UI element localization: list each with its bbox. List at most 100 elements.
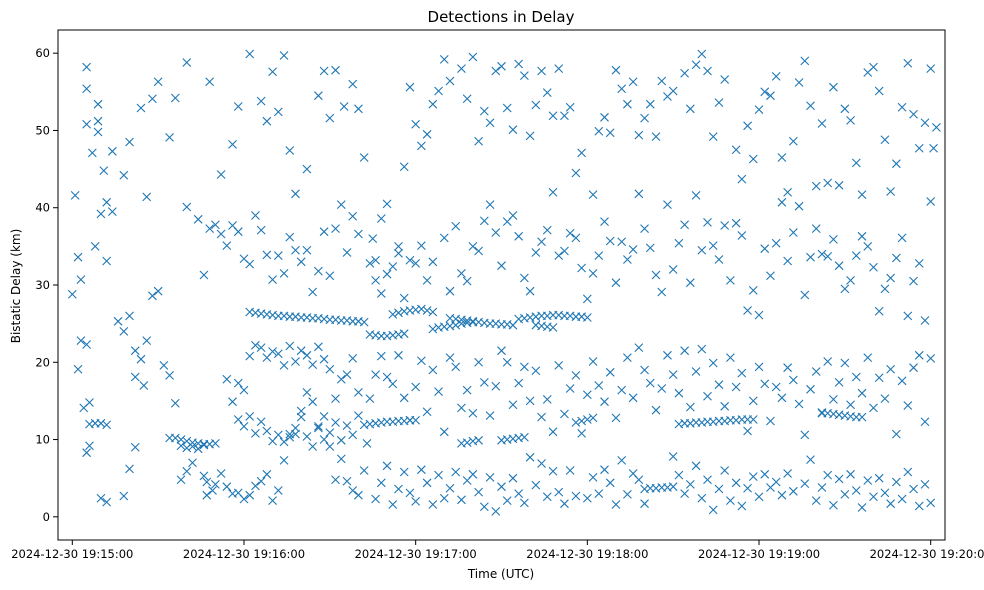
data-point-marker	[932, 122, 941, 132]
data-point-marker	[119, 170, 129, 180]
data-point-marker	[926, 354, 936, 363]
data-point-marker	[920, 479, 930, 489]
data-point-marker	[479, 377, 489, 387]
data-point-marker	[216, 170, 226, 179]
data-point-marker	[806, 252, 815, 262]
data-point-marker	[468, 469, 478, 479]
data-point-marker	[245, 259, 255, 269]
data-point-marker	[348, 354, 358, 363]
data-point-marker	[708, 505, 718, 515]
data-point-marker	[382, 199, 392, 209]
data-point-marker	[806, 455, 815, 465]
data-point-marker	[302, 388, 312, 397]
data-point-marker	[520, 432, 529, 442]
data-point-marker	[909, 276, 918, 286]
data-point-marker	[325, 113, 335, 123]
data-point-marker	[474, 136, 483, 146]
data-point-marker	[909, 363, 918, 373]
data-point-marker	[829, 82, 838, 92]
data-point-marker	[502, 103, 512, 113]
data-point-marker	[371, 494, 380, 504]
data-point-marker	[205, 224, 215, 233]
data-point-marker	[113, 316, 123, 326]
data-point-marker	[388, 379, 398, 389]
data-point-marker	[308, 360, 318, 369]
data-point-marker	[651, 405, 661, 415]
data-point-marker	[703, 218, 712, 227]
data-point-marker	[697, 245, 707, 255]
data-point-marker	[582, 493, 592, 503]
data-point-marker	[90, 241, 100, 251]
data-point-marker	[119, 491, 129, 501]
data-point-marker	[376, 289, 386, 298]
data-point-marker	[302, 432, 312, 441]
data-point-marker	[600, 397, 609, 407]
data-point-marker	[788, 375, 798, 385]
data-point-marker	[182, 202, 192, 212]
data-point-marker	[348, 430, 358, 440]
data-point-marker	[628, 77, 638, 87]
data-point-marker	[451, 467, 461, 477]
data-point-marker	[319, 66, 329, 76]
data-point-marker	[439, 493, 449, 503]
data-point-marker	[394, 248, 403, 258]
data-point-marker	[434, 86, 443, 96]
data-point-marker	[788, 136, 798, 146]
data-point-marker	[502, 496, 512, 505]
data-point-marker	[668, 265, 678, 274]
data-point-marker	[800, 479, 810, 488]
data-point-marker	[382, 461, 392, 471]
data-point-marker	[571, 168, 581, 178]
axis-ticks: 2024-12-30 19:15:00 2024-12-30 19:16:00 20…	[11, 46, 984, 561]
data-point-marker	[445, 286, 455, 296]
data-point-marker	[368, 234, 378, 244]
data-point-marker	[817, 483, 827, 492]
data-point-marker	[588, 190, 598, 199]
data-point-marker	[336, 435, 346, 445]
data-point-marker	[760, 469, 770, 479]
data-point-marker	[788, 486, 798, 496]
data-point-marker	[720, 401, 730, 411]
data-point-marker	[628, 393, 638, 403]
data-point-marker	[462, 438, 472, 448]
y-axis-label: Bistatic Delay (km)	[9, 229, 23, 344]
data-point-marker	[411, 496, 421, 506]
data-point-marker	[571, 418, 581, 427]
data-point-marker	[577, 263, 587, 273]
data-point-marker	[93, 99, 103, 109]
data-point-marker	[874, 306, 884, 316]
data-point-marker	[199, 440, 209, 450]
data-point-marker	[165, 371, 174, 380]
data-point-marker	[560, 111, 569, 121]
data-point-marker	[651, 132, 661, 142]
data-point-marker	[405, 82, 415, 92]
data-point-marker	[365, 394, 375, 403]
data-point-marker	[331, 65, 340, 75]
data-point-marker	[268, 275, 277, 284]
data-point-marker	[325, 271, 335, 281]
data-point-marker	[726, 353, 735, 363]
data-point-marker	[582, 390, 592, 400]
data-point-marker	[308, 442, 318, 451]
data-point-marker	[468, 316, 478, 326]
data-point-marker	[291, 245, 300, 255]
chart-title: Detections in Delay	[428, 8, 575, 26]
axes: Detections in Delay Time (UTC) Bistatic …	[9, 8, 575, 581]
data-point-marker	[256, 343, 266, 352]
data-point-marker	[605, 128, 615, 138]
data-point-marker	[560, 499, 569, 509]
data-point-marker	[262, 469, 272, 479]
data-point-marker	[462, 94, 472, 104]
data-point-marker	[685, 278, 695, 288]
data-point-marker	[903, 401, 913, 410]
data-point-marker	[720, 466, 730, 475]
data-point-marker	[96, 209, 106, 219]
data-point-marker	[82, 84, 92, 94]
data-point-marker	[914, 350, 924, 360]
data-point-marker	[445, 76, 455, 86]
data-point-marker	[514, 378, 524, 388]
data-point-marker	[182, 58, 192, 67]
data-point-marker	[99, 166, 109, 176]
data-point-marker	[451, 362, 461, 372]
data-point-marker	[462, 385, 472, 395]
